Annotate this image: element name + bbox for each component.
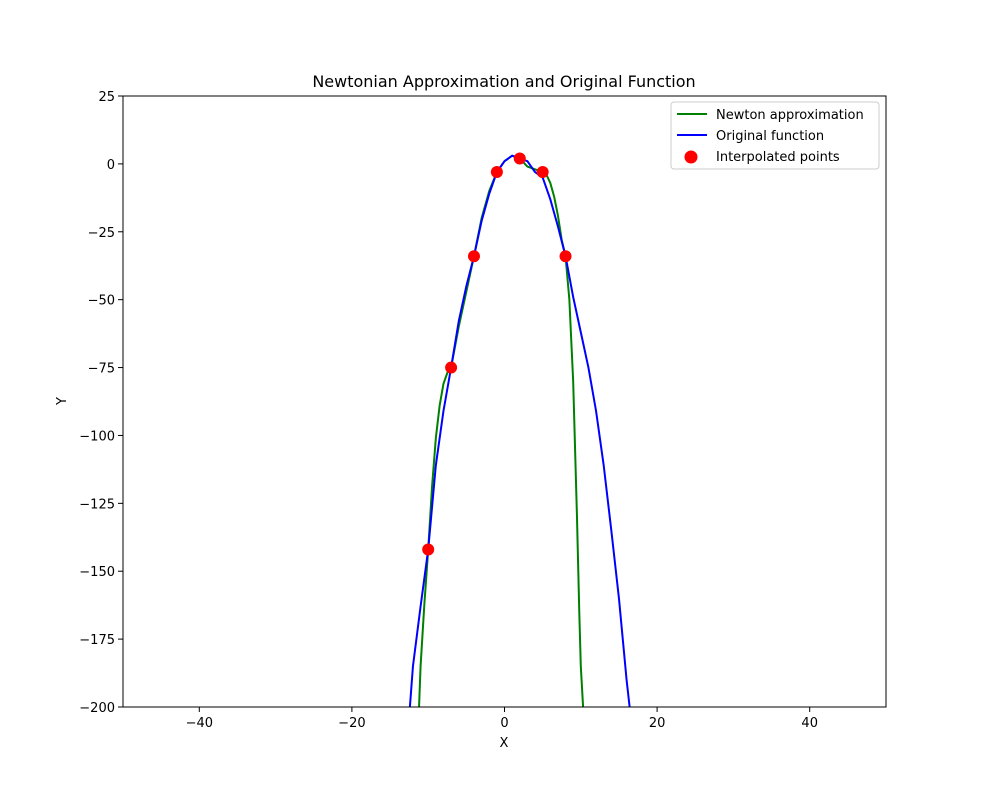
x-tick-label: 0 (500, 716, 508, 731)
plot-area (408, 152, 631, 707)
y-tick-label: −50 (88, 294, 115, 309)
interpolated-point (536, 166, 549, 179)
y-tick-label: 0 (107, 158, 115, 173)
legend-label-interpolated: Interpolated points (716, 150, 840, 165)
interpolated-point (422, 543, 435, 556)
interpolated-point (559, 250, 572, 263)
y-tick-label: −200 (79, 701, 115, 716)
interpolated-point (467, 250, 480, 263)
y-tick-label: −25 (88, 226, 115, 241)
x-tick-label: −40 (186, 716, 213, 731)
y-tick-label: 25 (98, 90, 115, 105)
y-tick-label: −100 (79, 429, 115, 444)
x-tick-label: 40 (801, 716, 818, 731)
legend: Newton approximation Original function I… (670, 101, 880, 170)
y-tick-label: −150 (79, 565, 115, 580)
x-tick-label: 20 (649, 716, 666, 731)
interpolated-point (490, 166, 503, 179)
legend-label-newton: Newton approximation (716, 108, 864, 123)
x-tick-label: −20 (338, 716, 365, 731)
legend-box (670, 101, 880, 170)
chart-title: Newtonian Approximation and Original Fun… (312, 72, 695, 91)
y-axis: 25 0 −25 −50 −75 −100 −125 −150 −175 −200 (79, 90, 123, 716)
interpolated-point (513, 152, 526, 165)
x-axis-label: X (500, 736, 509, 751)
legend-swatch-interpolated (684, 150, 698, 164)
y-tick-label: −125 (79, 497, 115, 512)
y-tick-label: −75 (88, 362, 115, 377)
y-axis-label: Y (55, 397, 70, 406)
interpolated-point (445, 361, 458, 374)
x-axis: −40 −20 0 20 40 (186, 707, 818, 731)
y-tick-label: −175 (79, 633, 115, 648)
legend-label-original: Original function (716, 129, 824, 144)
